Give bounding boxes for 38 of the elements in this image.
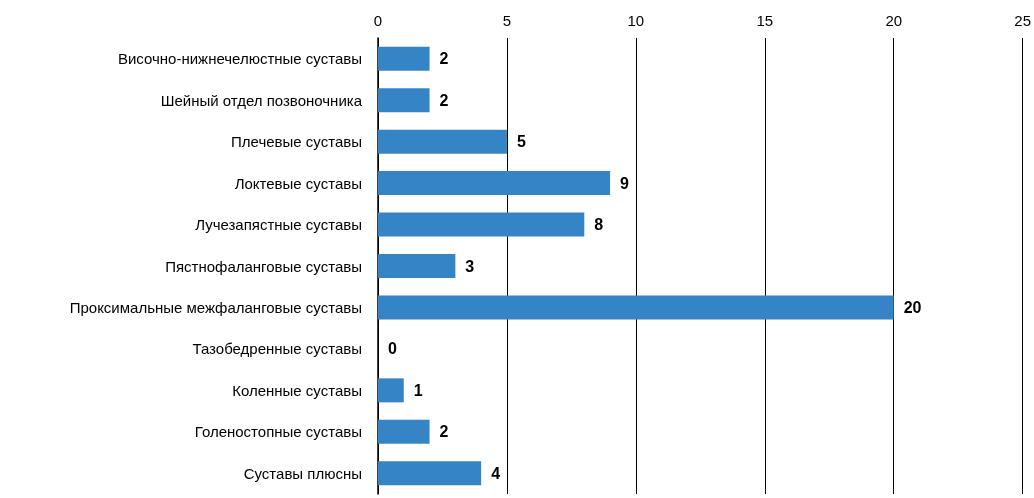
x-tick-label: 15 [756, 12, 774, 29]
x-tick-label: 0 [373, 12, 383, 29]
y-tick-label: Локтевые суставы [234, 174, 362, 192]
bar [378, 295, 894, 320]
bar [378, 171, 611, 196]
data-label: 1 [413, 381, 423, 399]
y-tick-label: Проксимальные межфаланговые суставы [69, 298, 362, 316]
y-tick-label: Голеностопные суставы [194, 423, 362, 441]
x-tick-label: 25 [1014, 12, 1031, 29]
bar [378, 461, 482, 486]
data-label: 4 [491, 464, 501, 482]
y-tick-label: Лучезапястные суставы [195, 216, 362, 234]
data-label: 2 [439, 91, 449, 109]
y-tick-label: Пястнофаланговые суставы [165, 257, 362, 275]
x-tick-label: 20 [885, 12, 903, 29]
data-label: 2 [439, 50, 449, 68]
x-tick-label: 5 [502, 12, 512, 29]
data-label: 9 [620, 174, 630, 192]
y-tick-label: Плечевые суставы [231, 133, 362, 151]
bar [378, 46, 430, 71]
bar [378, 129, 507, 154]
data-label: 3 [465, 257, 475, 275]
bar [378, 88, 430, 113]
bar [378, 378, 404, 403]
data-label: 2 [439, 423, 449, 441]
bar [378, 212, 585, 237]
y-tick-label: Шейный отдел позвоночника [160, 91, 363, 109]
y-tick-label: Тазобедренные суставы [192, 340, 362, 358]
data-label: 0 [388, 340, 397, 358]
y-tick-label: Суставы плюсны [243, 464, 362, 482]
bar [378, 254, 456, 278]
data-label: 5 [516, 133, 526, 151]
data-label: 20 [903, 298, 922, 316]
x-tick-label: 10 [627, 12, 645, 29]
y-tick-label: Коленные суставы [232, 381, 362, 399]
y-tick-label: Височно-нижнечелюстные суставы [117, 50, 362, 68]
data-label: 8 [594, 216, 604, 234]
bar [378, 419, 430, 444]
